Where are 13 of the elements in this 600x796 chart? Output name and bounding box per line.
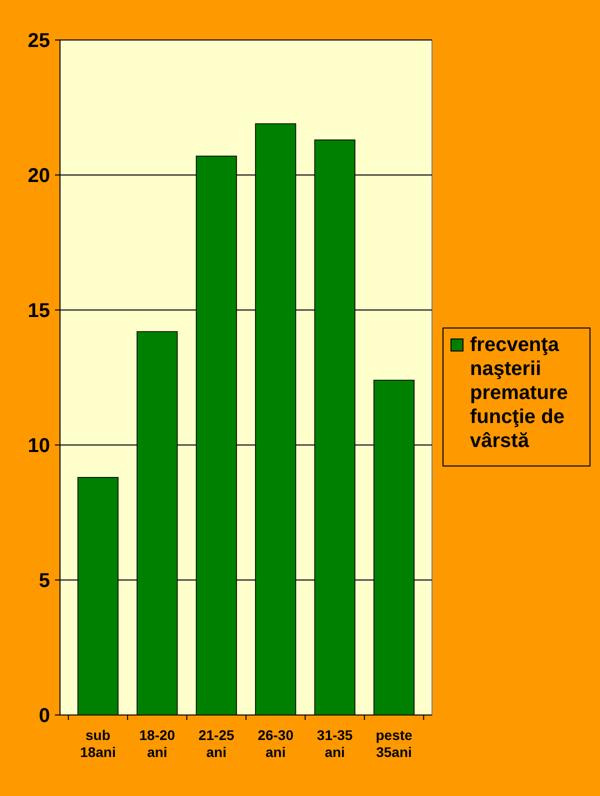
y-tick-label: 5 [38, 570, 50, 592]
x-tick-label: 18-20 ani [139, 727, 176, 760]
x-tick-label: 31-35 ani [316, 727, 353, 760]
y-tick-label: 10 [28, 435, 50, 457]
y-tick-label: 0 [38, 705, 50, 727]
legend-label: frecvenţa naşterii premature funcţie de vârstă [470, 334, 568, 452]
y-tick-label: 25 [28, 30, 50, 52]
x-tick-label: peste 35ani [376, 727, 413, 760]
y-tick-label: 20 [28, 165, 50, 187]
x-tick-label: 26-30 ani [258, 727, 294, 760]
y-tick-label: 15 [28, 300, 50, 322]
x-tick-label: sub 18ani [80, 727, 116, 760]
x-tick-label: 21-25 ani [198, 727, 235, 760]
